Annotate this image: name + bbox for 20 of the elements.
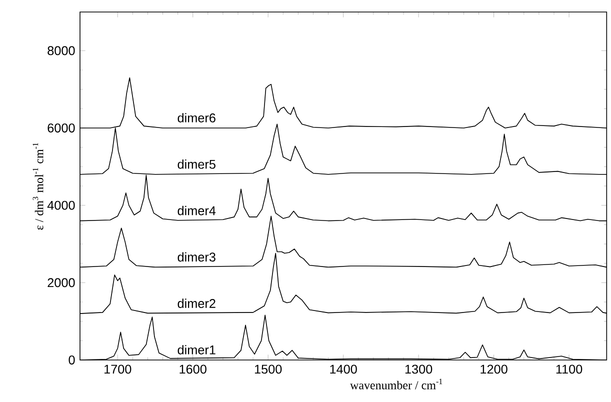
series-label: dimer6 [178,113,216,122]
x-tick-label: 1400 [330,364,357,374]
series-label: dimer3 [178,252,216,262]
x-tick-label: 1200 [480,364,508,374]
x-tick-label: 1300 [405,364,432,374]
y-tick-label: 0 [68,356,75,364]
series-label: dimer4 [178,206,216,216]
series-label: dimer2 [178,298,216,308]
x-tick-label: 1700 [104,364,132,374]
series-label: dimer5 [178,159,216,169]
y-axis-title: ε / dm$^{3}$ mol$^{-1}$ cm$^{-1}$ [32,142,44,230]
x-tick-label: 1600 [180,364,206,374]
y-tick-label: 8000 [48,46,75,56]
x-axis-title: wavenumber / cm$^{-1}$ [350,378,442,390]
y-tick-label: 4000 [47,200,75,210]
x-tick-label: 1500 [254,364,282,374]
series-label: dimer1 [178,345,216,354]
y-tick-label: 6000 [48,124,75,132]
x-tick-label: 1100 [556,364,582,374]
y-tick-label: 2000 [48,278,75,288]
